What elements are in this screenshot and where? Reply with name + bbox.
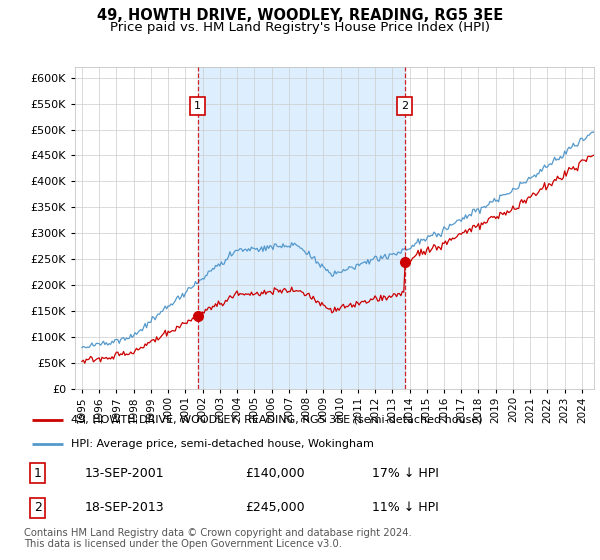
Bar [197, 67, 404, 389]
Text: £140,000: £140,000 [245, 467, 304, 480]
Text: 2: 2 [401, 101, 408, 111]
Text: 17% ↓ HPI: 17% ↓ HPI [372, 467, 439, 480]
Text: 49, HOWTH DRIVE, WOODLEY, READING, RG5 3EE (semi-detached house): 49, HOWTH DRIVE, WOODLEY, READING, RG5 3… [71, 415, 482, 425]
Text: 49, HOWTH DRIVE, WOODLEY, READING, RG5 3EE: 49, HOWTH DRIVE, WOODLEY, READING, RG5 3… [97, 8, 503, 24]
Text: HPI: Average price, semi-detached house, Wokingham: HPI: Average price, semi-detached house,… [71, 439, 374, 449]
Text: 13-SEP-2001: 13-SEP-2001 [85, 467, 164, 480]
Text: £245,000: £245,000 [245, 501, 304, 514]
Text: 18-SEP-2013: 18-SEP-2013 [85, 501, 164, 514]
Text: 11% ↓ HPI: 11% ↓ HPI [372, 501, 439, 514]
Text: 2: 2 [34, 501, 42, 514]
Text: Price paid vs. HM Land Registry's House Price Index (HPI): Price paid vs. HM Land Registry's House … [110, 21, 490, 34]
Text: 1: 1 [194, 101, 201, 111]
Text: 1: 1 [34, 467, 42, 480]
Text: Contains HM Land Registry data © Crown copyright and database right 2024.
This d: Contains HM Land Registry data © Crown c… [24, 528, 412, 549]
